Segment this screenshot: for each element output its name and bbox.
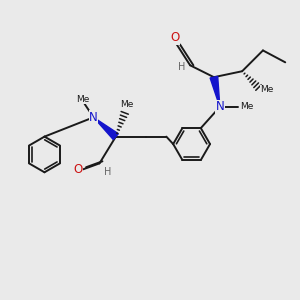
Text: H: H [104, 167, 112, 177]
Polygon shape [210, 76, 220, 107]
Text: Me: Me [260, 85, 274, 94]
Text: Me: Me [76, 95, 90, 104]
Text: O: O [171, 32, 180, 44]
Polygon shape [94, 117, 118, 140]
Text: N: N [89, 111, 98, 124]
Text: O: O [73, 163, 83, 176]
Text: H: H [178, 62, 185, 72]
Text: N: N [215, 100, 224, 113]
Text: Me: Me [241, 102, 254, 111]
Text: Me: Me [120, 100, 134, 109]
